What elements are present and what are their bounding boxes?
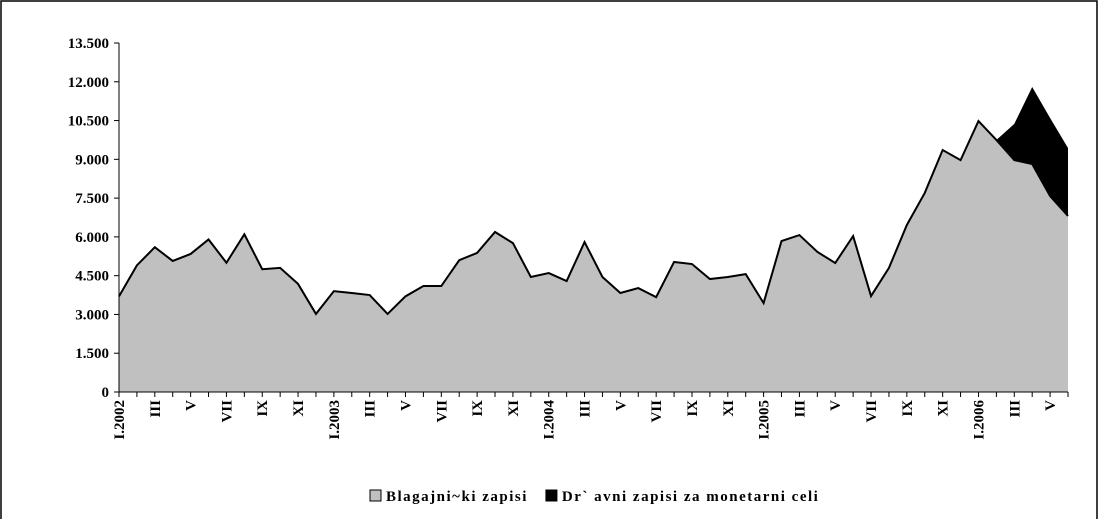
x-tick-label: VII bbox=[219, 400, 235, 423]
y-tick-label: 4.500 bbox=[75, 269, 109, 285]
x-tick-label: III bbox=[148, 400, 164, 418]
x-tick-label: VII bbox=[434, 400, 450, 423]
x-tick-label: V bbox=[398, 400, 414, 411]
x-tick-label: III bbox=[1007, 400, 1023, 418]
area bbox=[119, 121, 1068, 392]
x-tick-label: III bbox=[363, 400, 379, 418]
legend-label: Blagajni~ki zapisi bbox=[386, 489, 528, 505]
x-tick-label: III bbox=[578, 400, 594, 418]
x-tick-label: III bbox=[792, 400, 808, 418]
y-tick-label: 9.000 bbox=[75, 152, 109, 168]
x-tick-label: IX bbox=[255, 400, 271, 417]
x-tick-label: V bbox=[828, 400, 844, 411]
x-tick-label: I.2005 bbox=[757, 400, 773, 440]
x-tick-label: XI bbox=[936, 400, 952, 417]
area-outline bbox=[118, 119, 1069, 316]
x-tick-label: XI bbox=[721, 400, 737, 417]
y-tick-label: 7.500 bbox=[75, 191, 109, 207]
y-tick-label: 12.000 bbox=[68, 75, 109, 91]
x-tick-label: XI bbox=[291, 400, 307, 417]
legend-swatch bbox=[369, 489, 382, 502]
x-tick-label: IX bbox=[685, 400, 701, 417]
y-tick-label: 1.500 bbox=[75, 346, 109, 362]
y-tick-label: 3.000 bbox=[75, 307, 109, 323]
x-tick-label: I.2006 bbox=[971, 400, 987, 440]
x-tick-label: I.2002 bbox=[112, 400, 128, 440]
legend-swatch bbox=[545, 489, 558, 502]
x-tick-label: IX bbox=[900, 400, 916, 417]
x-tick-label: I.2004 bbox=[542, 400, 558, 440]
legend-label: Dr` avni zapisi za monetarni celi bbox=[562, 489, 819, 505]
x-tick-label: XI bbox=[506, 400, 522, 417]
x-tick-label: VII bbox=[864, 400, 880, 423]
x-tick-label: V bbox=[1043, 400, 1059, 411]
x-tick-label: V bbox=[184, 400, 200, 411]
y-tick-label: 0 bbox=[102, 385, 110, 401]
x-tick-label: V bbox=[613, 400, 629, 411]
y-tick-label: 6.000 bbox=[75, 230, 109, 246]
x-tick-label: I.2003 bbox=[327, 400, 343, 440]
y-tick-label: 13.500 bbox=[68, 36, 109, 52]
x-tick-label: VII bbox=[649, 400, 665, 423]
y-tick-label: 10.500 bbox=[68, 114, 109, 130]
x-tick-label: IX bbox=[470, 400, 486, 417]
